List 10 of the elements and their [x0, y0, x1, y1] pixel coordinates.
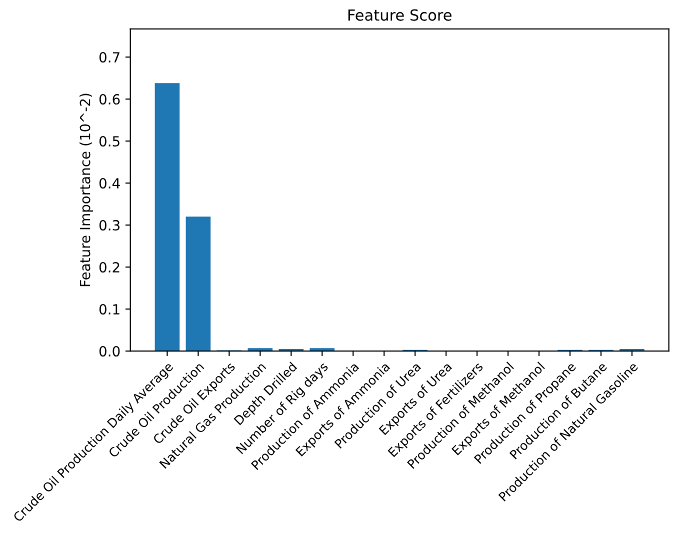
y-tick-label: 0.3 [99, 220, 120, 231]
y-tick-label: 0.0 [99, 346, 120, 357]
y-tick-label: 0.2 [99, 262, 120, 273]
y-tick-label: 0.5 [99, 136, 120, 147]
y-tick-label: 0.1 [99, 304, 120, 315]
chart-title: Feature Score [348, 9, 452, 21]
y-tick-label: 0.4 [99, 178, 120, 189]
y-tick-label: 0.7 [99, 52, 120, 63]
y-tick-label: 0.6 [99, 94, 120, 105]
y-axis-title: Feature Importance (10^-2) [80, 94, 93, 286]
